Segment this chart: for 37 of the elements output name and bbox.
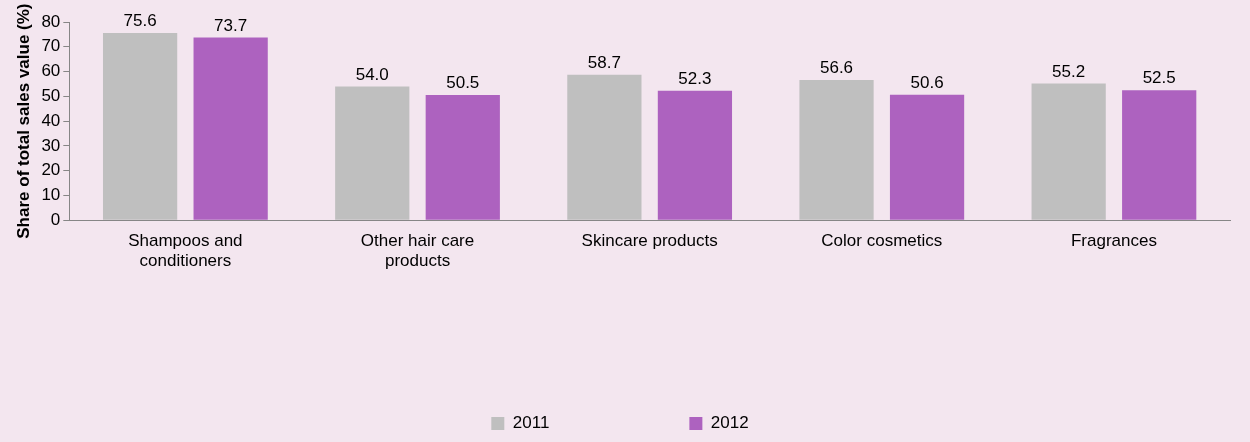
y-tick-label: 30	[41, 135, 61, 155]
x-tick-label: Color cosmetics	[821, 231, 943, 251]
bar	[657, 90, 733, 220]
bar	[567, 74, 642, 220]
bar	[193, 37, 268, 220]
x-tick-label: Shampoos and conditioners	[128, 231, 243, 271]
data-label: 58.7	[587, 52, 621, 72]
y-tick-label: 50	[41, 86, 61, 106]
y-tick-label: 0	[50, 209, 61, 229]
y-tick-label: 20	[41, 160, 61, 180]
y-tick-label: 40	[41, 110, 61, 130]
bar	[1122, 90, 1197, 220]
data-label: 52.5	[1142, 68, 1176, 88]
bar	[1031, 83, 1106, 220]
x-tick-label: Fragrances	[1070, 231, 1157, 251]
y-tick-label: 60	[41, 61, 61, 81]
data-label: 55.2	[1052, 61, 1086, 81]
bar	[335, 86, 410, 220]
bar	[102, 32, 178, 220]
data-label: 50.5	[446, 73, 480, 93]
y-tick-label: 80	[41, 11, 61, 31]
data-label: 52.3	[678, 68, 712, 88]
data-label: 50.6	[910, 73, 944, 93]
bar	[799, 79, 874, 220]
y-tick-label: 70	[41, 36, 61, 56]
legend-label: 2012	[710, 413, 749, 433]
y-tick-label: 10	[41, 185, 61, 205]
data-label: 54.0	[355, 64, 389, 84]
data-label: 73.7	[214, 15, 248, 35]
x-tick-label: Other hair care products	[360, 231, 475, 271]
bar	[889, 94, 965, 220]
bar	[425, 95, 500, 220]
y-axis-title: Share of total sales value (%)	[13, 3, 33, 239]
data-label: 75.6	[123, 11, 157, 31]
data-label: 56.6	[819, 58, 854, 78]
x-tick-label: Skincare products	[581, 231, 718, 251]
legend-label: 2011	[512, 413, 550, 433]
